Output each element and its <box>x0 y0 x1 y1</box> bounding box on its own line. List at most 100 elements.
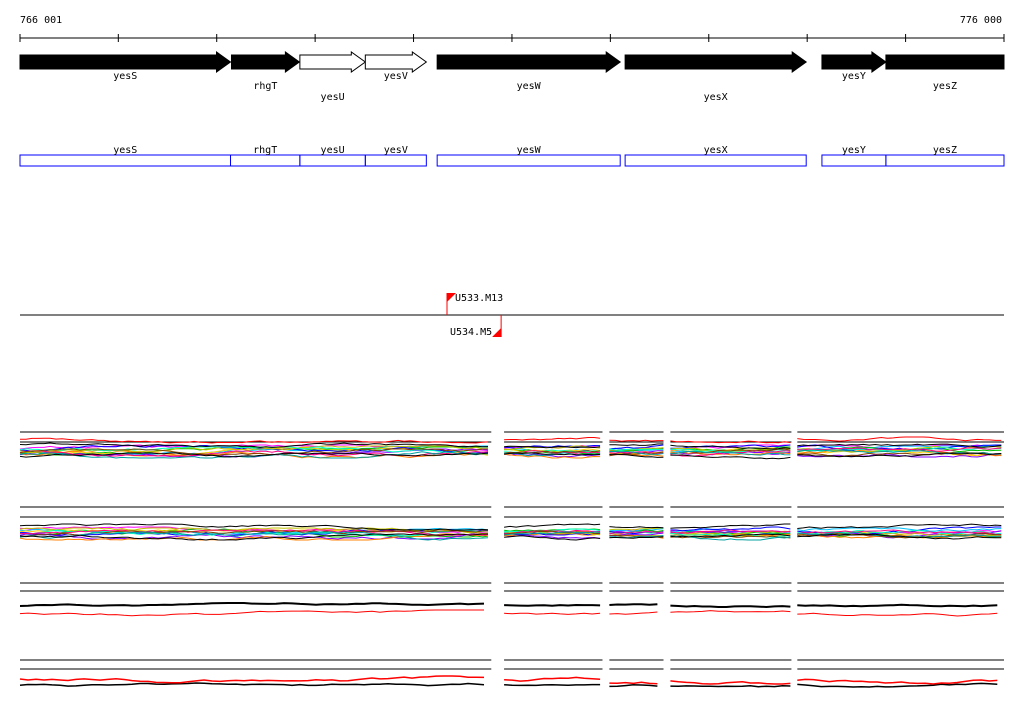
expression-trace <box>797 603 998 608</box>
expression-trace <box>797 436 1002 442</box>
coordinate-ruler: 766 001 776 000 <box>19 15 1005 42</box>
gene-arrow[interactable] <box>821 51 887 73</box>
expression-trace <box>19 531 489 541</box>
expression-trace <box>670 450 791 456</box>
expression-trace <box>19 452 489 458</box>
annotation-box[interactable] <box>624 154 807 167</box>
expression-panel-2 <box>19 506 1004 541</box>
expression-trace <box>19 682 485 687</box>
annotation-box-label: yesX <box>704 145 728 156</box>
expression-trace <box>670 533 791 538</box>
expression-trace <box>609 531 664 535</box>
expression-trace <box>797 529 1002 535</box>
gene-arrow[interactable] <box>19 51 232 73</box>
expression-trace <box>19 609 484 617</box>
expression-trace <box>609 528 664 532</box>
expression-trace <box>797 612 998 617</box>
expression-trace <box>670 523 791 529</box>
expression-trace <box>797 452 1002 458</box>
expression-trace <box>19 529 489 537</box>
annotation-box-label: yesW <box>517 145 542 156</box>
expression-trace <box>609 450 664 455</box>
promoter-label: U534.M5 <box>450 327 492 338</box>
ruler-end-label: 776 000 <box>960 15 1002 26</box>
expression-panel-1 <box>19 431 1004 460</box>
annotation-box[interactable] <box>436 154 621 167</box>
expression-trace <box>670 533 791 538</box>
expression-trace <box>19 602 485 607</box>
expression-trace <box>609 439 664 442</box>
expression-trace <box>504 603 601 607</box>
ruler-start-label: 766 001 <box>20 15 62 26</box>
expression-trace <box>797 447 1002 452</box>
expression-trace <box>670 529 791 534</box>
expression-trace <box>20 437 489 444</box>
annotation-box[interactable] <box>821 154 887 167</box>
expression-trace <box>504 676 601 682</box>
gene-arrow[interactable] <box>624 51 808 73</box>
expression-trace <box>609 536 664 539</box>
expression-trace <box>19 442 489 448</box>
promoter-label: U533.M13 <box>455 293 503 304</box>
expression-trace <box>504 450 601 454</box>
gene-label: yesU <box>321 92 345 103</box>
expression-trace <box>797 444 1002 451</box>
expression-trace <box>609 535 664 539</box>
gene-label: yesZ <box>933 81 957 92</box>
expression-trace <box>670 610 791 613</box>
gene-label: yesY <box>842 71 866 82</box>
annotation-box[interactable] <box>364 154 427 167</box>
gene-arrow[interactable] <box>230 51 301 73</box>
annotation-box-label: yesU <box>321 145 345 156</box>
expression-trace <box>19 448 488 457</box>
expression-trace <box>670 444 791 450</box>
expression-trace <box>797 682 998 688</box>
expression-trace <box>609 448 664 452</box>
expression-trace <box>609 532 664 537</box>
expression-trace <box>609 681 658 685</box>
gene-track: yesS rhgT yesU yesV yesW yesX yesY yesZ <box>19 51 1005 103</box>
gene-arrow[interactable] <box>364 51 428 73</box>
expression-panel-3 <box>19 582 1004 617</box>
expression-trace <box>504 612 601 615</box>
annotation-box[interactable] <box>299 154 366 167</box>
annotation-box[interactable] <box>229 154 301 167</box>
annotation-box-label: yesY <box>842 145 866 156</box>
expression-trace <box>504 523 601 528</box>
expression-trace <box>609 444 664 450</box>
expression-trace <box>609 603 658 606</box>
expression-trace <box>504 437 601 441</box>
promoter-flag[interactable] <box>447 293 457 302</box>
gene-label: rhgT <box>253 81 277 92</box>
annotation-box[interactable] <box>885 154 1005 167</box>
gene-arrow[interactable] <box>299 51 367 73</box>
gene-arrow[interactable] <box>436 51 622 73</box>
promoter-track: U533.M13 U534.M5 <box>20 293 1004 338</box>
expression-trace <box>609 526 664 529</box>
expression-trace <box>504 448 601 453</box>
expression-trace <box>504 532 601 536</box>
ruler-ticks <box>19 34 1005 42</box>
annotation-box-label: yesZ <box>933 145 957 156</box>
expression-trace <box>797 443 1002 448</box>
expression-panels <box>19 431 1004 688</box>
promoter-flag[interactable] <box>492 328 502 337</box>
expression-trace <box>504 452 601 456</box>
annotation-box[interactable] <box>19 154 231 167</box>
annotation-box-label: yesV <box>384 145 408 156</box>
expression-trace <box>19 533 488 541</box>
annotation-box-track: yesS rhgT yesU yesV yesW yesX yesY yesZ <box>19 145 1005 167</box>
gene-arrow[interactable] <box>885 54 1005 70</box>
expression-trace <box>670 454 791 460</box>
expression-trace <box>670 440 791 444</box>
expression-panel-4 <box>19 659 1004 688</box>
gene-label: yesX <box>704 92 728 103</box>
expression-trace <box>504 535 601 541</box>
expression-trace <box>19 451 489 459</box>
gene-label: yesS <box>113 71 137 82</box>
expression-trace <box>797 527 1002 532</box>
expression-trace <box>609 611 658 615</box>
expression-trace <box>19 675 485 684</box>
